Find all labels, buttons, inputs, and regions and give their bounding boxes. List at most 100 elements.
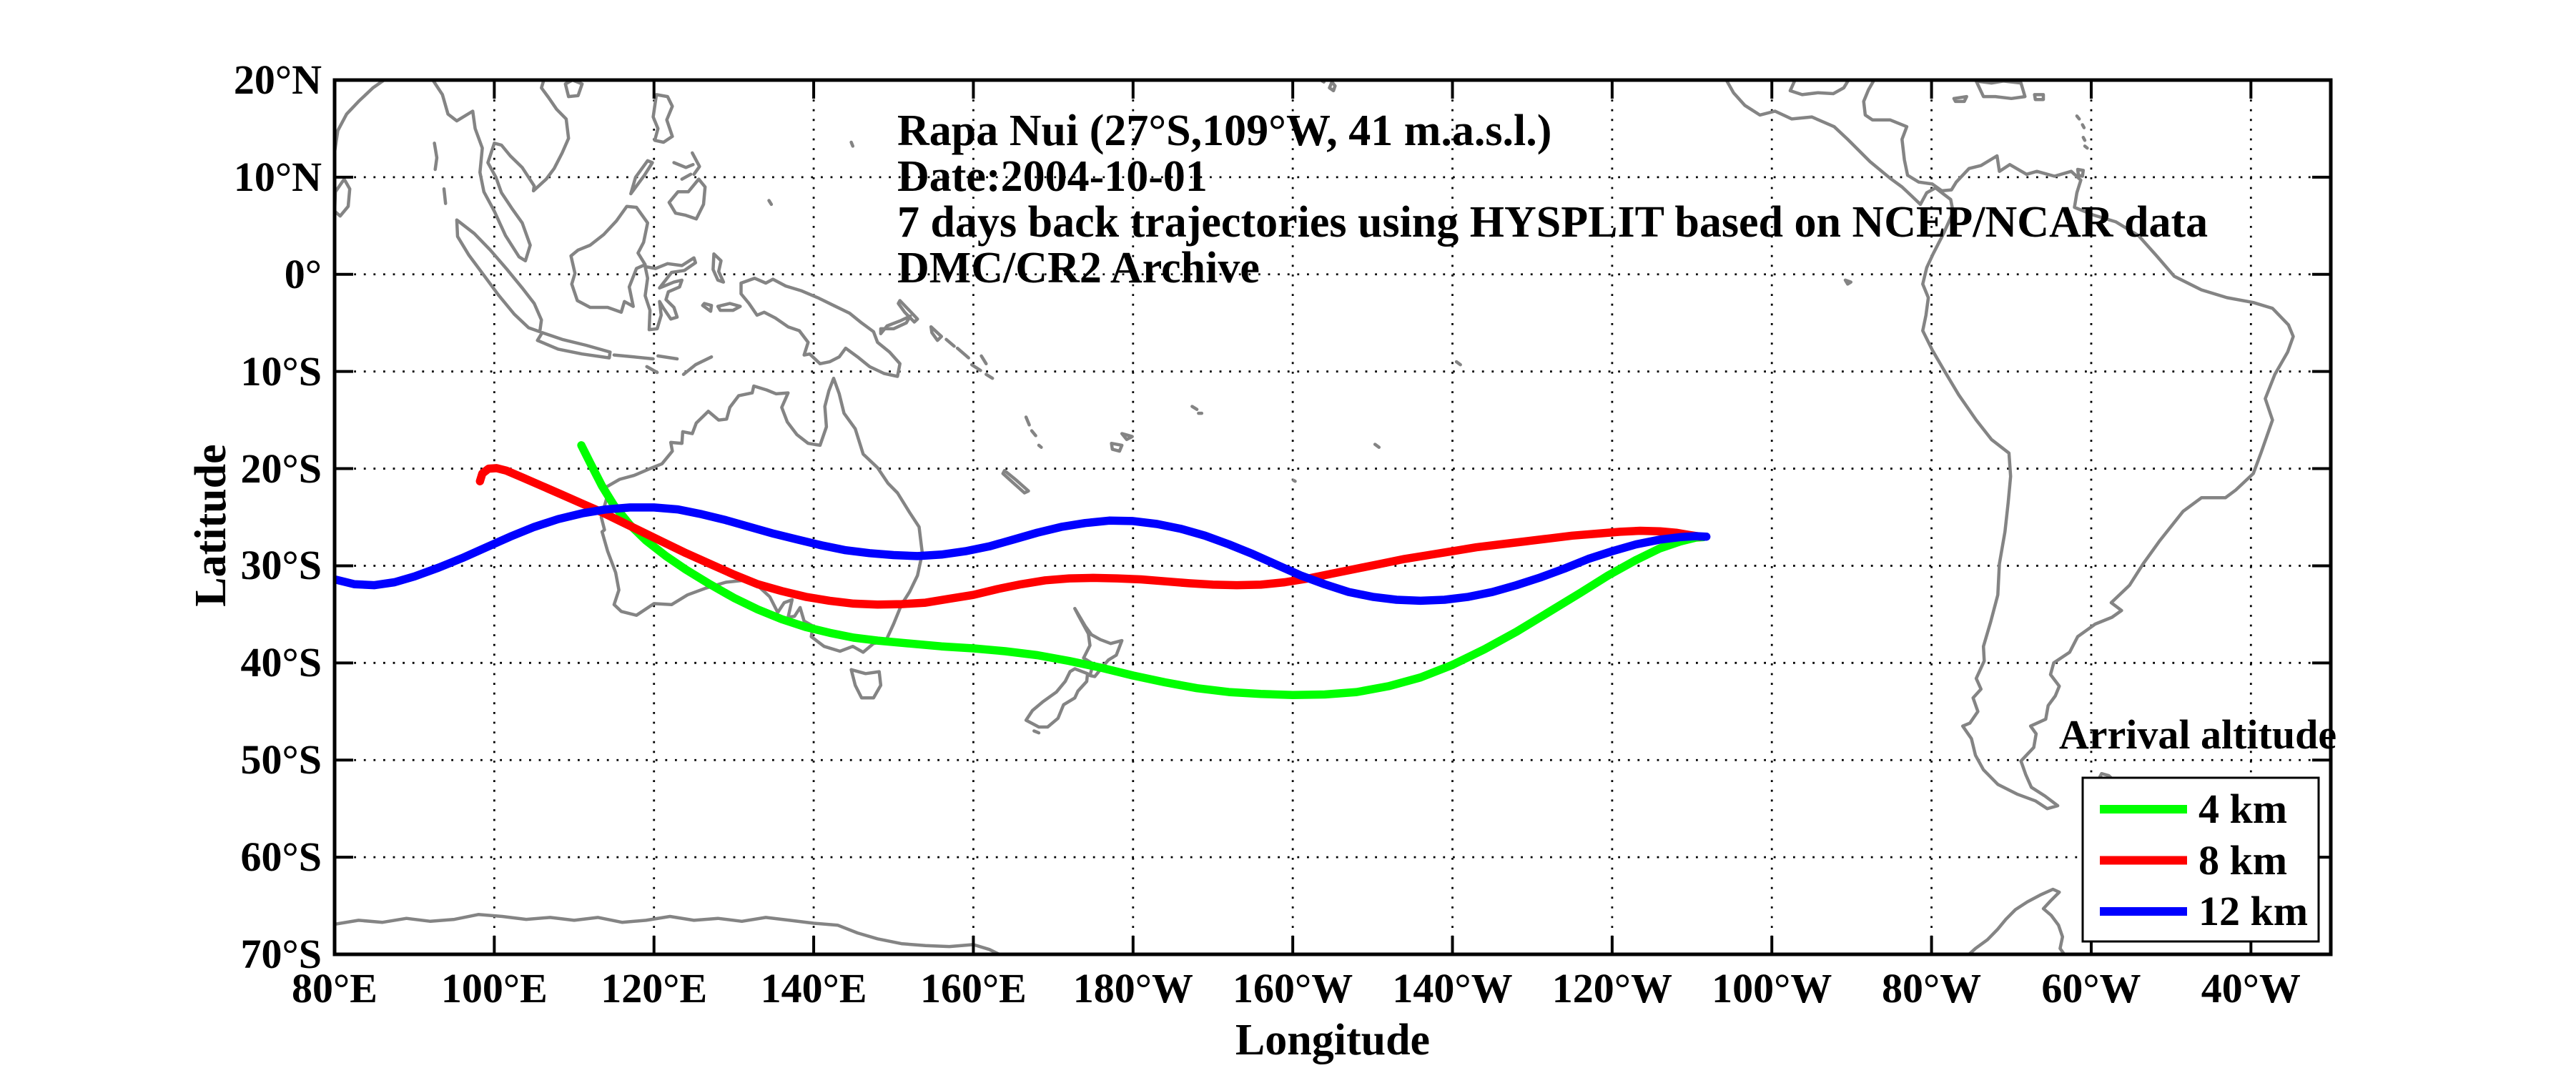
y-tick-label: 20°N	[233, 56, 322, 103]
coastline-segment	[656, 354, 679, 361]
coastline-segment	[536, 331, 612, 360]
coastline-segment	[879, 314, 912, 335]
x-axis-title: Longitude	[1235, 1016, 1431, 1064]
coastline-segment	[2083, 144, 2089, 150]
coastline-segment	[897, 299, 919, 324]
trajectory-8-km	[475, 464, 1704, 609]
coastline-segment	[1328, 80, 1337, 93]
coastline-segment	[944, 337, 956, 348]
y-tick-label: 20°S	[240, 445, 322, 492]
coastline-segment	[563, 80, 584, 99]
coastline-segment	[433, 142, 439, 172]
coastline-segment	[569, 204, 650, 315]
coastline-segment	[1788, 80, 1850, 97]
y-tick-label: 50°S	[240, 736, 322, 783]
coastline-segment	[1110, 441, 1124, 453]
coastline-segment	[643, 256, 698, 332]
coastline-segment	[955, 346, 970, 360]
coastline-segment	[455, 218, 543, 334]
coastline-segment	[335, 913, 1003, 954]
legend-entry-label: 8 km	[2199, 836, 2288, 884]
coastline-segment	[849, 668, 883, 700]
coastline-segment	[335, 80, 386, 154]
station-title-line: Rapa Nui (27°S,109°W, 41 m.a.s.l.)	[897, 107, 1552, 155]
coastline-segment	[1292, 478, 1297, 483]
legend-entry-label: 4 km	[2199, 786, 2288, 832]
coastline-segment	[2033, 93, 2045, 102]
coastline-segment	[1724, 80, 2295, 811]
title-block: Rapa Nui (27°S,109°W, 41 m.a.s.l.) Date:…	[897, 108, 2208, 291]
coastline-segment	[711, 252, 726, 284]
trajectories	[335, 441, 1711, 699]
coastline-segment	[716, 302, 742, 312]
coastline-segment	[1120, 432, 1134, 442]
y-axis-title: Latitude	[187, 444, 235, 607]
x-tick-label: 120°W	[1551, 965, 1672, 1012]
x-tick-label: 100°W	[1712, 965, 1832, 1012]
y-tick-label: 10°N	[233, 153, 322, 200]
coastline-segment	[979, 354, 988, 366]
coastline-segment	[681, 355, 714, 376]
coastline-segment	[1037, 443, 1043, 449]
coastline-segment	[2075, 114, 2081, 121]
coastline-segment	[969, 362, 982, 372]
coastline-segment	[1373, 442, 1381, 449]
coastline-segment	[1952, 94, 1968, 104]
coastline-segment	[2076, 167, 2086, 178]
coastlines	[335, 80, 2295, 954]
coastline-segment	[1024, 415, 1031, 427]
method-line: 7 days back trajectories using HYSPLIT b…	[897, 198, 2209, 247]
y-tick-label: 10°S	[240, 347, 322, 395]
coastline-segment	[1030, 429, 1037, 437]
coastline-segment	[1032, 729, 1041, 735]
coastline-segment	[691, 151, 701, 177]
coastline-segment	[767, 199, 774, 207]
x-tick-label: 120°E	[601, 965, 708, 1012]
x-tick-label: 80°E	[292, 965, 377, 1012]
x-tick-label: 140°W	[1392, 965, 1513, 1012]
coastline-segment	[335, 177, 352, 218]
x-tick-label: 100°E	[440, 965, 548, 1012]
x-tick-label: 140°E	[760, 965, 867, 1012]
y-tick-label: 40°S	[240, 639, 322, 686]
x-tick-label: 160°W	[1233, 965, 1353, 1012]
x-tick-label: 80°W	[1881, 965, 1982, 1012]
x-tick-label: 40°W	[2201, 965, 2301, 1012]
date-line: Date:2004-10-01	[897, 152, 1208, 201]
legend-title: Arrival altitude	[2058, 711, 2337, 758]
plot-frame	[332, 78, 2333, 956]
y-tick-label: 30°S	[240, 542, 322, 589]
coastline-segment	[1190, 405, 1199, 411]
coastline-segment	[442, 187, 448, 205]
coastline-segment	[667, 177, 707, 221]
y-tick-label: 0°	[284, 250, 322, 297]
coastline-segment	[672, 161, 695, 169]
plot-inner-area	[335, 80, 2331, 954]
legend-entry-label: 12 km	[2199, 888, 2309, 934]
x-tick-label: 180°W	[1072, 965, 1193, 1012]
coastline-segment	[849, 140, 855, 148]
trajectory-4-km	[577, 441, 1707, 699]
coastline-segment	[612, 353, 655, 361]
coastline-segment	[2081, 123, 2086, 129]
coastline-segment	[1966, 887, 2067, 954]
x-tick-label: 160°E	[919, 965, 1027, 1012]
coastline-segment	[1843, 278, 1853, 286]
coastline-segment	[431, 80, 571, 263]
coastline-segment	[739, 276, 902, 378]
coastline-segment	[651, 93, 674, 144]
x-tick-label: 60°W	[2041, 965, 2141, 1012]
coastline-segment	[984, 372, 995, 380]
trajectory-12-km	[335, 503, 1711, 605]
coastline-segment	[1024, 667, 1090, 729]
coastline-segment	[1454, 360, 1462, 367]
y-tick-label: 70°S	[240, 931, 322, 977]
coastline-segment	[629, 159, 654, 196]
coastline-segment	[680, 172, 693, 181]
coastline-segment	[1974, 80, 2027, 101]
coastline-segment	[1001, 469, 1030, 495]
coastline-segment	[701, 302, 714, 313]
legend-box-group	[2081, 776, 2320, 943]
